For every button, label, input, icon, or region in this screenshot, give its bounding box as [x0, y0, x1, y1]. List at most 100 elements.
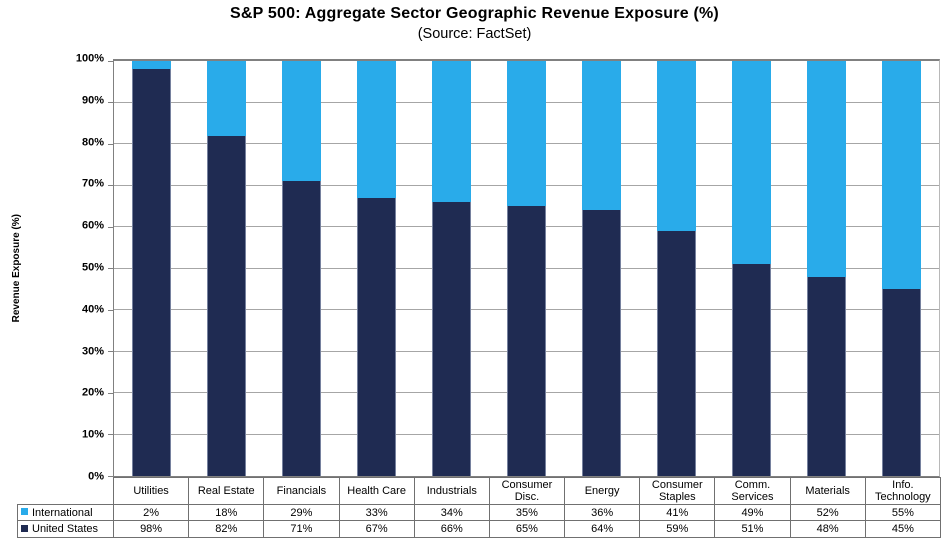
legend-label: United States	[32, 523, 99, 535]
bar-segment-united-states	[507, 206, 546, 476]
value-cell: 18%	[188, 504, 265, 521]
y-tick-label: 10%	[81, 428, 104, 441]
y-tick-mark	[108, 434, 113, 435]
y-tick-mark	[108, 475, 113, 477]
y-tick-label: 90%	[81, 94, 104, 107]
bar-segment-international	[582, 61, 621, 211]
bar-segment-united-states	[432, 202, 471, 476]
y-tick-mark	[108, 268, 113, 269]
bar-column	[414, 61, 489, 476]
y-tick-mark	[108, 60, 113, 62]
bar-column	[564, 61, 639, 476]
y-tick-label: 40%	[81, 303, 104, 316]
value-cell: 59%	[639, 520, 716, 538]
bar-segment-international	[282, 61, 321, 182]
bar-segment-united-states	[282, 181, 321, 476]
value-cell: 29%	[263, 504, 340, 521]
value-cell: 82%	[188, 520, 265, 538]
bar-column	[114, 61, 189, 476]
bar-segment-united-states	[132, 69, 171, 476]
y-axis: 0% 10% 20% 30% 40% 50% 60% 70% 80% 90% 100%	[0, 53, 108, 482]
table-corner-cell	[18, 478, 114, 505]
y-tick-label: 50%	[81, 261, 104, 274]
bar-segment-united-states	[807, 276, 846, 476]
category-header-cell: Financials	[263, 477, 340, 505]
y-tick-label: 60%	[81, 219, 104, 232]
y-tick-mark	[108, 309, 113, 311]
value-cell: 45%	[864, 520, 942, 538]
bar-column	[189, 61, 264, 476]
bar-segment-international	[807, 61, 846, 277]
y-tick-label: 30%	[81, 345, 104, 358]
category-header-cell: Info. Technology	[864, 477, 942, 505]
y-tick-mark	[108, 351, 113, 352]
bar-segment-international	[132, 61, 171, 70]
bar-segment-united-states	[357, 197, 396, 476]
chart-title: S&P 500: Aggregate Sector Geographic Rev…	[230, 5, 719, 22]
legend-cell-united-states: United States	[17, 520, 114, 538]
y-tick-mark	[108, 392, 113, 394]
category-header-cell: Real Estate	[188, 477, 265, 505]
bar-column	[639, 61, 714, 476]
value-cell: 66%	[413, 520, 490, 538]
category-header-cell: Energy	[564, 477, 641, 505]
bar-column	[339, 61, 414, 476]
value-cell: 36%	[564, 504, 641, 521]
bar-segment-international	[657, 61, 696, 232]
category-header-cell: Utilities	[112, 477, 190, 505]
bar-column	[264, 61, 339, 476]
y-tick-mark	[108, 226, 113, 228]
bar-segment-international	[207, 61, 246, 136]
bar-segment-international	[432, 61, 471, 203]
bar-column	[864, 61, 939, 476]
value-cell: 49%	[714, 504, 791, 521]
bar-column	[789, 61, 864, 476]
category-header-cell: Health Care	[338, 477, 415, 505]
category-header-cell: Comm. Services	[714, 477, 791, 505]
bar-segment-united-states	[657, 231, 696, 476]
value-cell: 52%	[789, 504, 866, 521]
y-tick-label: 80%	[81, 136, 104, 149]
data-table: Utilities Real Estate Financials Health Car…	[17, 477, 942, 538]
bar-segment-international	[882, 61, 921, 290]
bar-segment-united-states	[732, 264, 771, 476]
value-cell: 34%	[413, 504, 490, 521]
y-tick-mark	[108, 143, 113, 145]
value-cell: 64%	[564, 520, 641, 538]
category-header-cell: Industrials	[413, 477, 490, 505]
value-cell: 48%	[789, 520, 866, 538]
legend-cell-international: International	[17, 504, 114, 521]
bar-segment-united-states	[207, 135, 246, 476]
value-cell: 65%	[488, 520, 566, 538]
y-tick-label: 100%	[75, 52, 104, 65]
value-cell: 67%	[338, 520, 415, 538]
category-header-cell: Materials	[789, 477, 866, 505]
bar-segment-international	[357, 61, 396, 198]
bar-column	[489, 61, 564, 476]
bar-segment-united-states	[882, 289, 921, 476]
category-header-cell: Consumer Disc.	[488, 477, 566, 505]
value-cell: 33%	[338, 504, 415, 521]
value-cell: 51%	[714, 520, 791, 538]
y-tick-label: 20%	[81, 386, 104, 399]
category-header-cell: Consumer Staples	[639, 477, 716, 505]
value-cell: 41%	[639, 504, 716, 521]
legend-swatch-icon	[21, 524, 28, 532]
plot-area	[108, 59, 940, 477]
value-cell: 35%	[488, 504, 566, 521]
y-tick-label: 0%	[88, 470, 104, 483]
value-cell: 2%	[112, 504, 190, 521]
value-cell: 98%	[112, 520, 190, 538]
y-tick-mark	[108, 185, 113, 186]
value-cell: 71%	[263, 520, 340, 538]
bar-segment-international	[732, 61, 771, 265]
legend-label: International	[32, 506, 93, 519]
value-cell: 55%	[864, 504, 942, 521]
chart-subtitle: (Source: FactSet)	[417, 26, 532, 42]
legend-swatch-icon	[21, 508, 28, 516]
bar-segment-international	[507, 61, 546, 207]
y-tick-label: 70%	[81, 177, 104, 190]
bar-segment-united-states	[582, 210, 621, 476]
y-tick-mark	[108, 102, 113, 103]
